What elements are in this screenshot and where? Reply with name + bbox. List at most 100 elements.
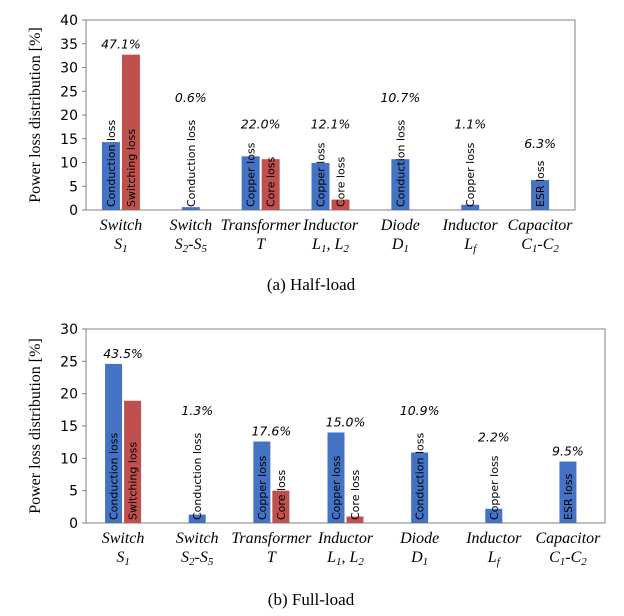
chart-caption: (b) Full-load xyxy=(268,590,355,609)
category-sublabel-part: T xyxy=(267,549,277,566)
category-label: Inductor xyxy=(465,530,522,547)
percentage-label: 1.3% xyxy=(181,403,213,418)
category-sublabel: S1 xyxy=(116,549,130,568)
bar-label: Copper loss xyxy=(245,142,258,207)
bar-label: Conduction loss xyxy=(394,120,407,207)
category-label: Inductor xyxy=(442,217,499,234)
category-sublabel-part: 1 xyxy=(336,556,342,568)
category-sublabel-part: L xyxy=(311,236,321,253)
bar xyxy=(531,180,550,210)
bar-label: Core loss xyxy=(349,470,362,520)
category-sublabel: Lf xyxy=(487,549,502,568)
category-label: Transformer xyxy=(231,530,312,547)
bar-label: ESR loss xyxy=(534,160,547,207)
percentage-label: 10.9% xyxy=(400,403,440,418)
category-sublabel-part: 1 xyxy=(560,556,566,568)
category-sublabel-part: 1 xyxy=(403,243,409,255)
bar-label: Switching loss xyxy=(127,442,140,520)
percentage-label: 2.2% xyxy=(478,429,510,444)
category-sublabel: D1 xyxy=(410,549,428,568)
category-sublabel-part: -C xyxy=(565,549,581,566)
bar xyxy=(346,516,364,523)
category-sublabel: C1-C2 xyxy=(521,236,559,255)
bar xyxy=(241,156,260,210)
bar-label: Copper loss xyxy=(330,455,343,520)
percentage-label: 1.1% xyxy=(454,116,486,131)
category-sublabel-part: 1 xyxy=(124,556,130,568)
bar xyxy=(331,199,350,210)
y-tick-label: 25 xyxy=(60,354,78,370)
category-sublabel-part: D xyxy=(410,549,423,566)
category-sublabel-part: S xyxy=(116,549,124,566)
category-sublabel-part: f xyxy=(473,243,478,255)
bar-label: Conduction loss xyxy=(108,433,121,520)
category-sublabel-part: C xyxy=(521,236,532,253)
category-label: Capacitor xyxy=(535,530,601,547)
y-axis-label: Power loss distribution [%] xyxy=(27,27,44,203)
category-sublabel-part: , L xyxy=(327,236,344,253)
y-tick-label: 30 xyxy=(60,322,78,338)
y-tick-label: 30 xyxy=(60,61,78,77)
bar-label: Core loss xyxy=(275,470,288,520)
category-label: Inductor xyxy=(302,217,359,234)
category-sublabel-part: 2 xyxy=(358,556,364,568)
bar xyxy=(124,400,142,523)
bar xyxy=(485,508,503,523)
y-tick-label: 20 xyxy=(60,108,78,124)
category-sublabel-part: 2 xyxy=(183,243,189,255)
y-tick-label: 0 xyxy=(69,203,78,219)
bar-label: Core loss xyxy=(335,157,348,207)
category-sublabel: S2-S5 xyxy=(181,549,214,568)
percentage-label: 0.6% xyxy=(175,90,207,105)
y-tick-label: 40 xyxy=(60,13,78,29)
category-sublabel-part: C xyxy=(549,549,560,566)
category-label: Transformer xyxy=(221,217,302,234)
y-tick-label: 10 xyxy=(60,156,78,172)
y-tick-label: 5 xyxy=(69,484,78,500)
percentage-label: 9.5% xyxy=(552,444,584,459)
bar-label: Conduction loss xyxy=(105,120,118,207)
bar xyxy=(391,159,410,210)
bar-label: Copper loss xyxy=(464,142,477,207)
bar-label: Conduction loss xyxy=(191,433,204,520)
bar-label: Copper loss xyxy=(315,142,328,207)
category-sublabel-part: L xyxy=(487,549,497,566)
category-sublabel-part: 5 xyxy=(201,243,207,255)
category-sublabel: Lf xyxy=(463,236,478,255)
category-sublabel: T xyxy=(267,549,277,566)
category-sublabel: D1 xyxy=(391,236,409,255)
bar xyxy=(311,162,330,210)
category-sublabel-part: 2 xyxy=(553,243,559,255)
category-sublabel-part: , L xyxy=(342,549,359,566)
percentage-label: 43.5% xyxy=(103,346,143,361)
bar xyxy=(559,461,577,523)
category-sublabel-part: -C xyxy=(537,236,553,253)
y-tick-label: 20 xyxy=(60,387,78,403)
category-sublabel-part: 2 xyxy=(343,243,349,255)
bar-label: Copper loss xyxy=(488,455,501,520)
percentage-label: 17.6% xyxy=(251,424,291,439)
bar xyxy=(272,490,290,523)
bar xyxy=(253,441,271,523)
bar-label: ESR loss xyxy=(562,473,575,520)
category-label: Diode xyxy=(399,530,439,547)
category-sublabel-part: 1 xyxy=(532,243,538,255)
y-tick-label: 15 xyxy=(60,132,78,148)
bar xyxy=(121,54,140,210)
category-sublabel-part: 1 xyxy=(122,243,128,255)
percentage-label: 15.0% xyxy=(326,414,366,429)
bar xyxy=(181,207,200,210)
category-label: Switch xyxy=(176,530,219,547)
category-sublabel-part: 2 xyxy=(189,556,195,568)
bar xyxy=(188,514,206,523)
category-sublabel-part: -S xyxy=(195,549,208,566)
y-tick-label: 35 xyxy=(60,37,78,53)
category-sublabel: S2-S5 xyxy=(175,236,208,255)
bar-label: Conduction loss xyxy=(185,120,198,207)
category-sublabel-part: f xyxy=(497,556,502,568)
y-tick-label: 5 xyxy=(69,179,78,195)
category-sublabel: C1-C2 xyxy=(549,549,587,568)
category-sublabel-part: 1 xyxy=(423,556,429,568)
